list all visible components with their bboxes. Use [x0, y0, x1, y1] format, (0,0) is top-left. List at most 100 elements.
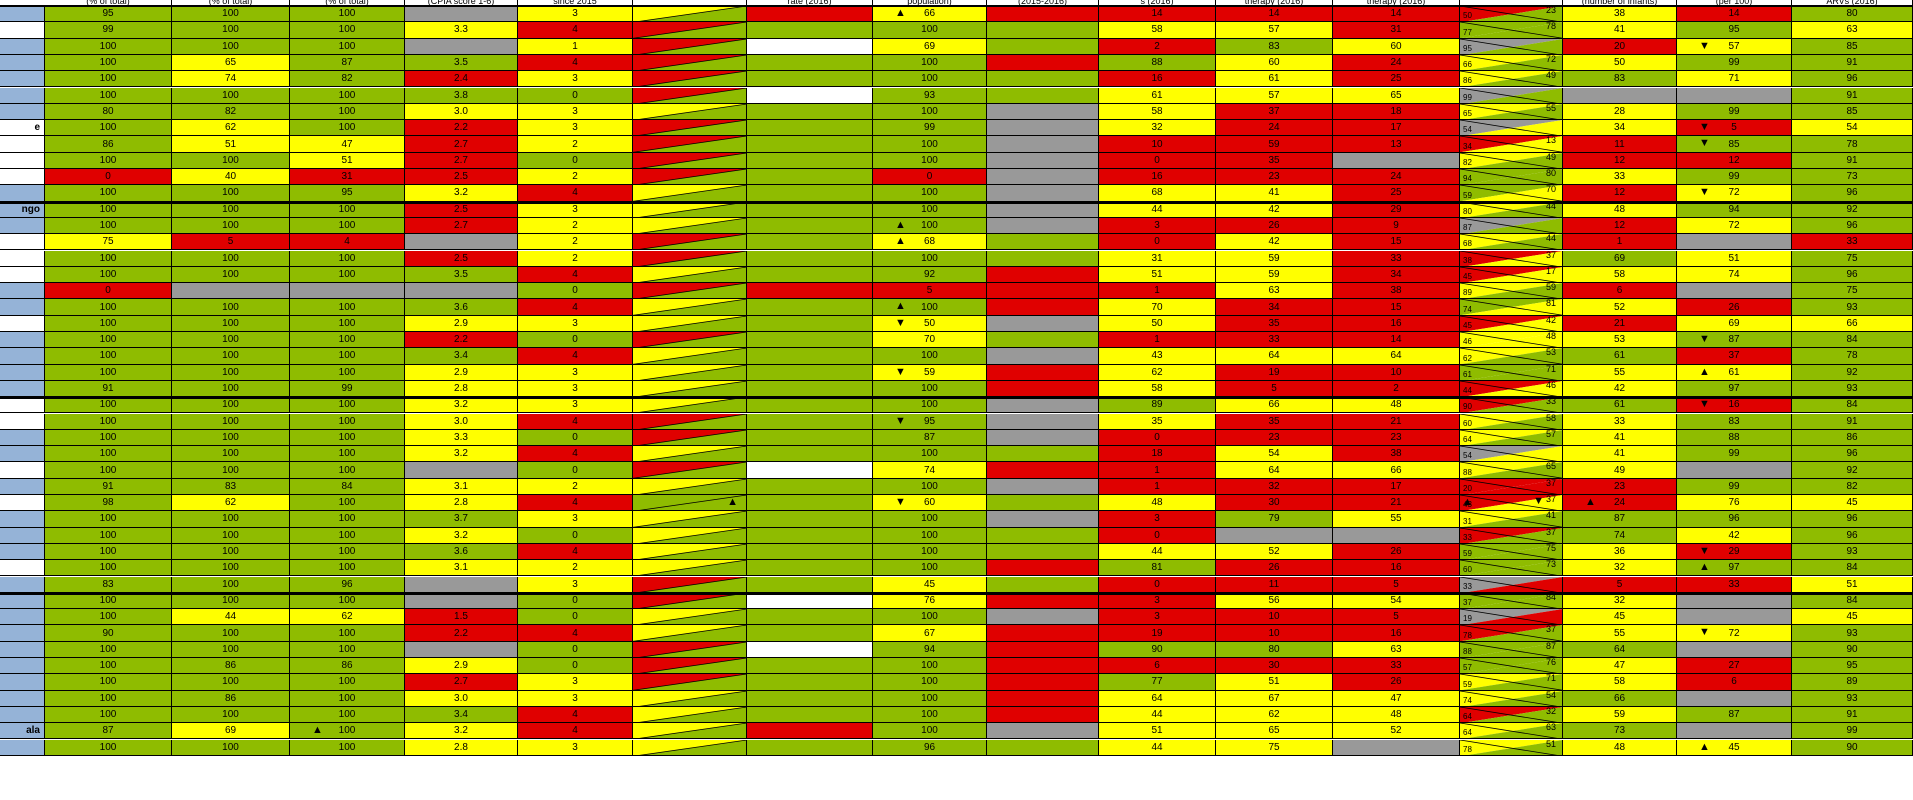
- down-arrow-icon: ▼: [1699, 39, 1710, 52]
- value-b: 71: [1545, 674, 1556, 684]
- row-label: [0, 658, 45, 675]
- paired-value-cell: 88 87: [1460, 641, 1563, 658]
- table-cell: 100: [45, 185, 172, 202]
- trend-cell: [633, 625, 747, 642]
- table-cell: 3: [518, 120, 633, 137]
- table-cell: 100: [45, 397, 172, 414]
- table-cell: [1677, 592, 1792, 610]
- table-cell: 99: [873, 120, 987, 137]
- table-cell: 6: [1677, 674, 1792, 691]
- table-cell: 80: [1216, 641, 1333, 658]
- table-cell: 51: [1677, 250, 1792, 267]
- trend-cell: [633, 234, 747, 251]
- table-cell: 100: [45, 364, 172, 381]
- table-cell: 3.2: [405, 527, 518, 544]
- status-cell: [987, 527, 1099, 544]
- table-cell: 51: [172, 136, 290, 153]
- paired-value-cell: 66 72: [1460, 54, 1563, 72]
- trend-cell: [633, 560, 747, 577]
- paired-value-cell: 33: [1460, 576, 1563, 593]
- trend-cell: [633, 446, 747, 463]
- value-b: 78: [1545, 22, 1556, 32]
- status-cell: [747, 658, 873, 675]
- table-cell: 78: [1792, 348, 1913, 365]
- table-cell: 3.1: [405, 478, 518, 495]
- table-cell: 6: [1099, 658, 1216, 675]
- table-cell: 4: [518, 723, 633, 740]
- status-cell: [987, 120, 1099, 137]
- row-label: ngo: [0, 201, 45, 218]
- table-cell: 100 ▲: [873, 217, 987, 235]
- status-cell: [747, 22, 873, 39]
- status-cell: [987, 380, 1099, 398]
- table-cell: [1333, 152, 1460, 169]
- trend-cell: [633, 315, 747, 332]
- table-cell: 100: [45, 641, 172, 658]
- table-cell: 94: [1677, 201, 1792, 218]
- trend-cell: [633, 674, 747, 691]
- table-cell: 3: [518, 674, 633, 691]
- table-cell: 41: [1563, 22, 1677, 39]
- table-cell: 100: [172, 315, 290, 332]
- table-cell: 42: [1216, 234, 1333, 251]
- table-cell: 100: [45, 38, 172, 55]
- table-cell: 99: [1677, 103, 1792, 121]
- trend-cell: [633, 592, 747, 610]
- table-cell: 99: [45, 22, 172, 39]
- table-cell: 100: [873, 690, 987, 707]
- table-cell: 58: [1563, 674, 1677, 691]
- trend-cell: [633, 169, 747, 186]
- table-cell: 100: [290, 364, 405, 381]
- value-a: 68: [1463, 239, 1472, 249]
- table-cell: 48: [1333, 397, 1460, 414]
- table-cell: 1: [1099, 478, 1216, 495]
- table-cell: 37: [1677, 348, 1792, 365]
- trend-cell: [633, 201, 747, 218]
- table-cell: 25: [1333, 71, 1460, 88]
- table-cell: 82: [290, 71, 405, 88]
- table-cell: [172, 283, 290, 300]
- table-cell: 1: [1099, 462, 1216, 479]
- table-cell: 3: [518, 315, 633, 332]
- status-cell: [747, 397, 873, 414]
- table-cell: 100: [172, 429, 290, 447]
- paired-value-cell: 78 37: [1460, 625, 1563, 642]
- value-a: 59: [1463, 190, 1472, 200]
- table-cell: 91: [1792, 706, 1913, 724]
- table-cell: 68: [1099, 185, 1216, 202]
- table-cell: 0: [518, 332, 633, 349]
- status-cell: [987, 706, 1099, 724]
- value-b: 13: [1545, 136, 1556, 146]
- paired-value-cell: 46 48: [1460, 332, 1563, 349]
- down-arrow-icon: ▼: [895, 365, 906, 378]
- table-cell: 64: [1216, 462, 1333, 479]
- table-cell: 56: [1216, 592, 1333, 610]
- status-cell: [747, 234, 873, 251]
- row-label: [0, 250, 45, 267]
- table-cell: 75: [1216, 739, 1333, 756]
- row-label: [0, 283, 45, 300]
- table-cell: 67: [1216, 690, 1333, 707]
- table-cell: 62: [172, 495, 290, 512]
- table-cell: 57: [1216, 87, 1333, 104]
- table-cell: [1216, 527, 1333, 544]
- up-arrow-icon: ▲: [312, 724, 323, 737]
- table-cell: 100: [172, 543, 290, 561]
- table-cell: 69: [873, 38, 987, 55]
- trend-cell: [633, 332, 747, 349]
- value-a: 34: [1463, 141, 1472, 151]
- table-cell: 0: [1099, 234, 1216, 251]
- table-cell: 2.5: [405, 169, 518, 186]
- trend-cell: [633, 478, 747, 495]
- status-cell: [747, 348, 873, 365]
- table-cell: 100: [873, 348, 987, 365]
- up-arrow-icon: ▲: [895, 300, 906, 313]
- paired-value-cell: 57 76: [1460, 658, 1563, 675]
- trend-cell: [633, 6, 747, 23]
- table-cell: 61: [1216, 71, 1333, 88]
- table-cell: 69: [1677, 315, 1792, 332]
- table-cell: 74: [873, 462, 987, 479]
- table-cell: 14: [1216, 6, 1333, 23]
- row-label: [0, 527, 45, 544]
- table-cell: 97 ▲: [1677, 560, 1792, 577]
